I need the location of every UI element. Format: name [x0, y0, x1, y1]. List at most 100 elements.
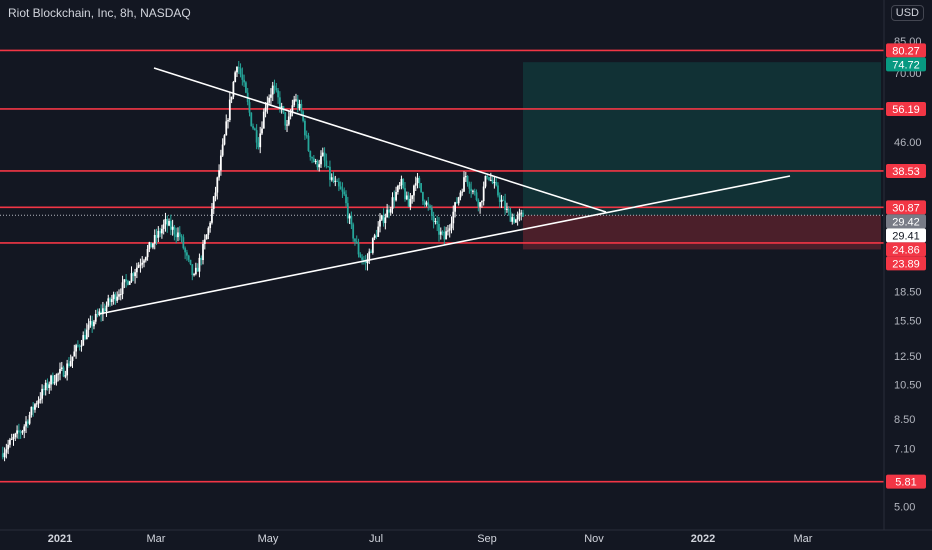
- candle-body: [239, 68, 242, 75]
- candle-body: [48, 384, 51, 388]
- candle-body: [50, 375, 52, 385]
- currency-selector[interactable]: USD: [890, 5, 924, 21]
- candle-body: [318, 164, 321, 168]
- candle-body: [127, 280, 129, 285]
- candle-body: [432, 215, 435, 222]
- candle-body: [37, 400, 40, 404]
- candle-body: [359, 254, 362, 258]
- candle-body: [464, 176, 467, 178]
- time-tick-1: Mar: [147, 533, 166, 545]
- candle-body: [380, 215, 383, 220]
- price-tag-29.42: 29.42: [886, 214, 926, 229]
- candle-body: [400, 178, 403, 186]
- candle-body: [316, 160, 319, 168]
- candle-body: [459, 192, 462, 198]
- candle-body: [289, 112, 292, 117]
- price-tag-label: 74.72: [892, 59, 920, 71]
- candle-body: [14, 433, 17, 438]
- candle-body: [216, 177, 219, 193]
- price-tag-bg: [886, 242, 926, 257]
- candle-body: [321, 152, 324, 156]
- candle-body: [482, 186, 485, 202]
- candle-body: [44, 382, 47, 391]
- candle-body: [211, 208, 213, 223]
- candle-body: [16, 430, 18, 434]
- price-tick-5: 15.50: [894, 315, 922, 327]
- position-zones: [523, 62, 881, 250]
- price-tag-label: 56.19: [892, 104, 920, 116]
- upper-trendline[interactable]: [153, 67, 607, 213]
- candle-body: [236, 66, 238, 73]
- candle-body: [76, 345, 79, 347]
- profit-zone[interactable]: [523, 62, 881, 216]
- price-tick-1: 7.10: [894, 444, 915, 456]
- candle-body: [325, 160, 328, 167]
- candle-body: [280, 106, 283, 108]
- candle-body: [312, 158, 315, 162]
- candle-body: [112, 294, 115, 300]
- candle-body: [384, 217, 387, 224]
- stop-zone[interactable]: [523, 215, 881, 250]
- price-tag-30.87: 30.87: [886, 200, 926, 215]
- candle-body: [375, 235, 378, 237]
- candle-body: [414, 183, 417, 186]
- candle-body: [153, 235, 156, 244]
- candle-body: [391, 197, 394, 210]
- candle-body: [291, 105, 294, 113]
- candle-body: [39, 398, 42, 401]
- candle-body: [78, 345, 81, 347]
- price-tag-29.41: 29.41: [886, 228, 926, 243]
- price-tick-8: 46.00: [894, 137, 922, 149]
- candle-body: [405, 195, 408, 200]
- candle-body: [506, 208, 508, 210]
- price-tag-label: 24.86: [892, 244, 920, 256]
- candle-body: [491, 179, 494, 184]
- candle-body: [311, 157, 313, 159]
- candle-body: [286, 124, 288, 126]
- candle-body: [287, 116, 290, 125]
- candle-body: [223, 135, 226, 145]
- candle-body: [189, 259, 192, 265]
- candle-body: [169, 221, 172, 230]
- candle-body: [273, 85, 276, 89]
- candle-body: [255, 130, 258, 143]
- candle-body: [160, 228, 163, 234]
- candle-body: [21, 431, 24, 433]
- price-tag-38.53: 38.53: [886, 163, 926, 178]
- candle-body: [125, 279, 128, 281]
- lower-trendline[interactable]: [98, 175, 791, 315]
- candle-body: [194, 267, 197, 275]
- candle-body: [28, 414, 31, 424]
- candle-body: [198, 257, 201, 272]
- candle-body: [51, 375, 54, 384]
- candle-body: [314, 160, 317, 162]
- candle-body: [171, 226, 174, 230]
- time-tick-0: 2021: [48, 533, 72, 545]
- candle-body: [234, 72, 237, 82]
- candle-body: [343, 191, 346, 195]
- candle-body: [128, 281, 131, 285]
- candle-body: [336, 180, 338, 182]
- candle-body: [434, 221, 437, 223]
- candle-body: [429, 205, 431, 208]
- candle-body: [348, 215, 351, 219]
- candle-body: [522, 212, 524, 217]
- candle-body: [7, 444, 10, 450]
- candle-body: [513, 217, 515, 223]
- candle-body: [146, 248, 149, 258]
- price-tag-56.19: 56.19: [886, 101, 926, 116]
- price-tick-6: 18.50: [894, 286, 922, 298]
- time-tick-6: 2022: [691, 533, 715, 545]
- candle-body: [277, 90, 279, 98]
- candle-body: [41, 388, 44, 399]
- candle-body: [345, 194, 347, 204]
- candle-body: [89, 321, 92, 325]
- candle-body: [17, 430, 20, 433]
- candle-body: [69, 361, 72, 366]
- candle-body: [107, 298, 110, 306]
- candle-body: [447, 230, 449, 232]
- candle-body: [157, 230, 160, 238]
- candle-body: [135, 267, 138, 273]
- candle-body: [488, 177, 490, 181]
